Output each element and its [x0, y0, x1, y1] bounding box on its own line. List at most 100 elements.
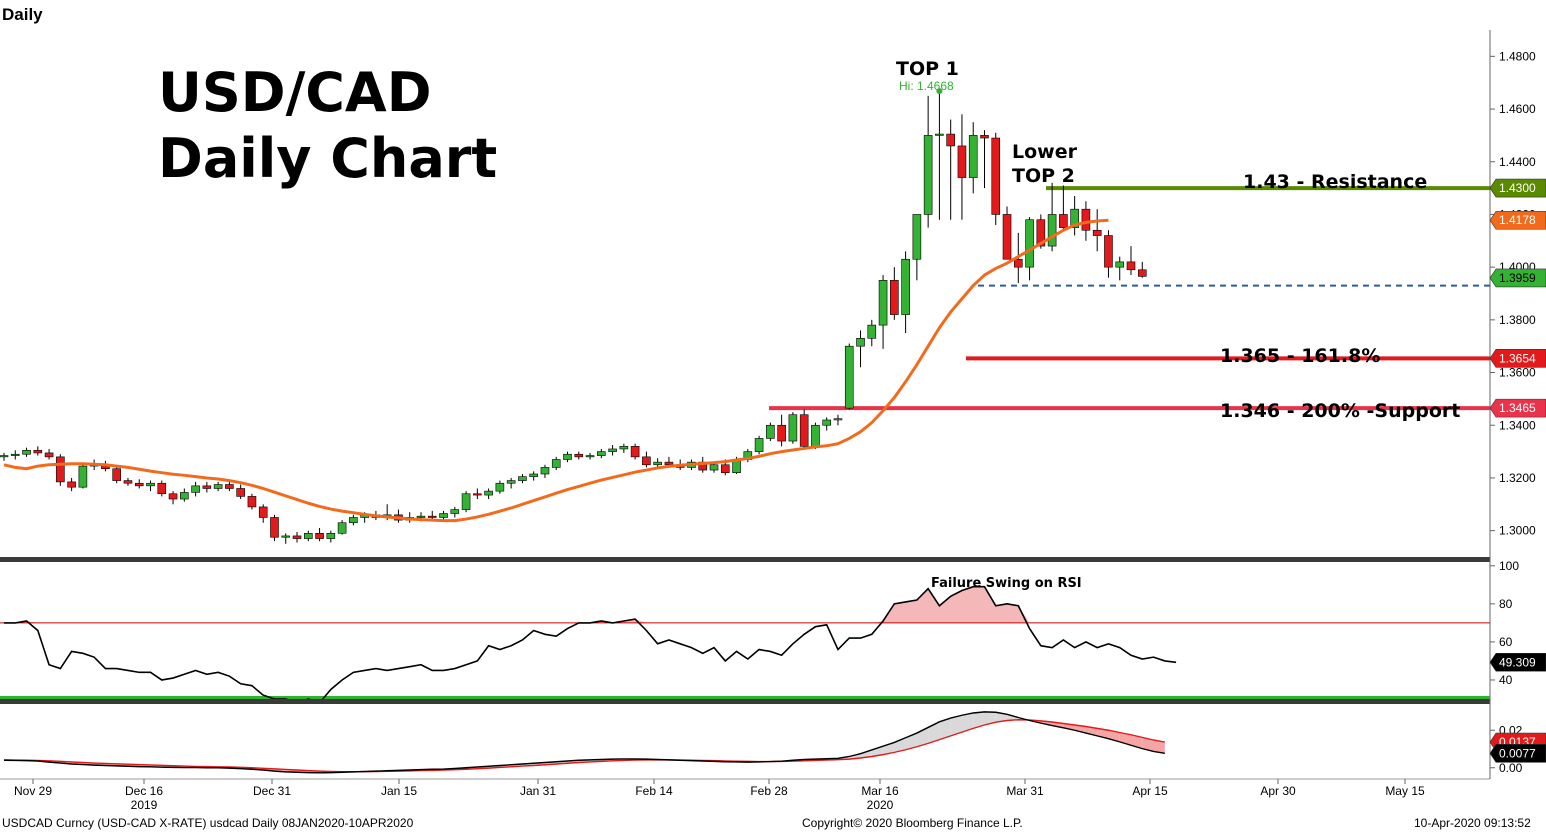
- fib161-annotation: 1.365 - 161.8%: [1220, 345, 1380, 367]
- moving-average: [4, 220, 1108, 520]
- candle-body: [924, 135, 932, 214]
- failure-swing-annotation: Failure Swing on RSI: [931, 576, 1082, 591]
- candle: [203, 482, 211, 493]
- price-y-tick: 1.3800: [1499, 313, 1536, 327]
- rsi-macd-separator[interactable]: [0, 699, 1490, 704]
- price-value-label-text: 1.3654: [1499, 351, 1536, 365]
- candle-body: [1059, 214, 1067, 227]
- candle-body: [518, 477, 526, 481]
- candle: [642, 452, 650, 468]
- candle: [609, 445, 617, 456]
- candle: [980, 130, 988, 188]
- price-value-label: 1.4300: [1490, 179, 1546, 197]
- candle: [225, 482, 233, 491]
- moving-average-line: [4, 220, 1108, 520]
- candle-body: [552, 460, 560, 468]
- candle: [879, 275, 887, 349]
- candle: [158, 481, 166, 497]
- x-tick-year: 2020: [867, 798, 894, 812]
- candle-body: [755, 438, 763, 451]
- price-rsi-separator[interactable]: [0, 557, 1490, 562]
- candle: [857, 330, 865, 367]
- candle-body: [327, 533, 335, 538]
- candle: [169, 491, 177, 504]
- candle-body: [349, 517, 357, 522]
- candle-body: [800, 415, 808, 447]
- candle: [1003, 207, 1011, 260]
- candle-body: [169, 494, 177, 499]
- candle: [327, 531, 335, 543]
- x-tick-year: 2019: [131, 798, 158, 812]
- candle: [473, 488, 481, 499]
- price-value-label: 1.3654: [1490, 349, 1546, 367]
- candle-body: [575, 454, 583, 457]
- candle-body: [811, 425, 819, 446]
- candle: [1093, 209, 1101, 251]
- candle-body: [1093, 230, 1101, 235]
- candle-body: [710, 465, 718, 470]
- x-tick-label: Dec 16: [125, 784, 163, 798]
- candle: [947, 120, 955, 220]
- candle-body: [158, 483, 166, 494]
- candle-body: [778, 425, 786, 441]
- candle-body: [541, 467, 549, 474]
- rsi-y-tick: 60: [1499, 635, 1513, 649]
- candle: [552, 457, 560, 470]
- candle: [440, 511, 448, 520]
- candle-body: [68, 482, 76, 487]
- candle: [823, 417, 831, 430]
- candle-body: [135, 483, 143, 486]
- candle: [1127, 246, 1135, 275]
- rsi-value-label: 49.309: [1490, 653, 1546, 671]
- candle-body: [225, 485, 233, 489]
- candle: [935, 91, 943, 220]
- candle: [485, 488, 493, 499]
- candle: [631, 444, 639, 460]
- chart-title-line1: USD/CAD: [158, 61, 432, 124]
- candle-body: [45, 453, 53, 457]
- candle: [755, 436, 763, 454]
- macd-signal-line: [4, 720, 1165, 772]
- candle-body: [316, 533, 324, 538]
- rsi-panel: [0, 587, 1490, 703]
- candle: [68, 478, 76, 491]
- candle-body: [1104, 236, 1112, 268]
- candle: [124, 478, 132, 486]
- candle: [845, 344, 853, 410]
- price-y-tick: 1.3600: [1499, 366, 1536, 380]
- candle: [192, 482, 200, 496]
- candle-body: [293, 536, 301, 539]
- rsi-y-tick: 40: [1499, 673, 1513, 687]
- candle: [0, 453, 8, 461]
- candle-body: [147, 483, 155, 486]
- candle: [23, 448, 31, 457]
- candle: [766, 423, 774, 441]
- candle: [79, 465, 87, 489]
- rsi-value-label-text: 49.309: [1499, 655, 1536, 669]
- candle: [868, 320, 876, 346]
- x-tick-label: Mar 16: [861, 784, 899, 798]
- x-tick-label: Apr 30: [1260, 784, 1296, 798]
- candle: [1138, 262, 1146, 278]
- candle: [958, 114, 966, 219]
- price-value-label-text: 1.4178: [1499, 213, 1536, 227]
- candle-body: [124, 481, 132, 484]
- candle: [45, 449, 53, 460]
- candle-body: [11, 454, 19, 455]
- candle: [1071, 196, 1079, 236]
- price-y-tick: 1.3000: [1499, 524, 1536, 538]
- lower-top2-line1: Lower: [1012, 141, 1078, 163]
- candle-body: [23, 450, 31, 454]
- candle: [541, 465, 549, 478]
- price-y-tick: 1.3200: [1499, 471, 1536, 485]
- candle: [564, 452, 572, 463]
- candle-body: [1014, 259, 1022, 267]
- candle-body: [665, 462, 673, 465]
- rsi-y-tick: 100: [1499, 559, 1519, 573]
- candle-body: [270, 517, 278, 537]
- candle-body: [1138, 270, 1146, 277]
- candle: [530, 471, 538, 480]
- candle: [214, 482, 222, 491]
- candle-body: [823, 420, 831, 425]
- candle: [597, 449, 605, 458]
